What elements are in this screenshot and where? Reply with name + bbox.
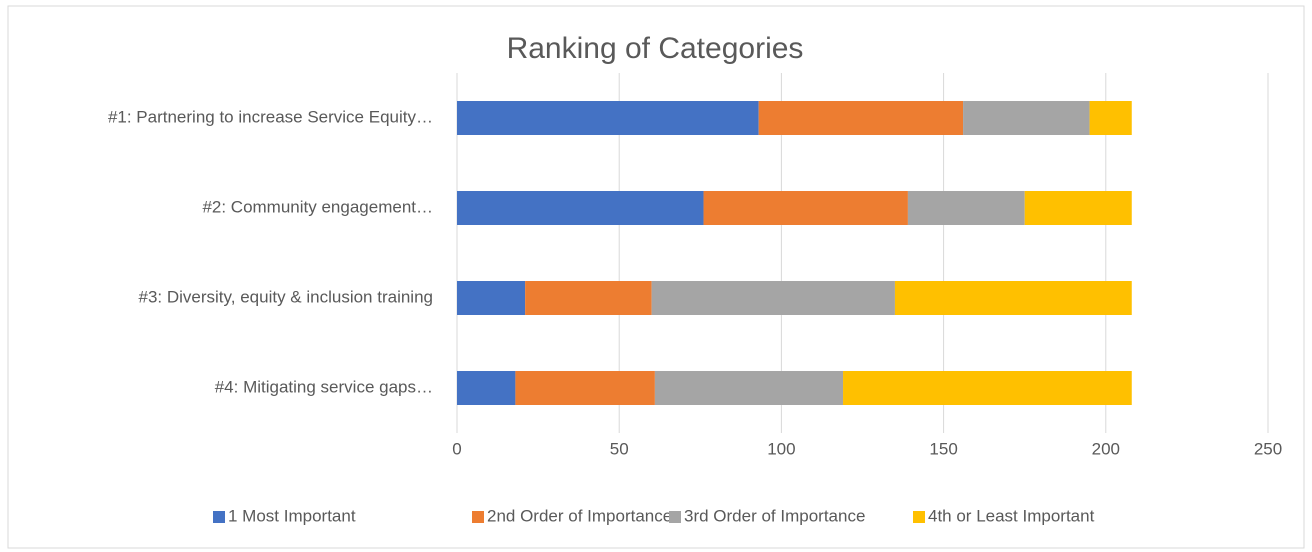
- bar-segment: [894, 281, 1132, 315]
- y-tick-label: #3: Diversity, equity & inclusion traini…: [139, 287, 434, 306]
- bar-segment: [457, 281, 526, 315]
- bar-segment: [1024, 191, 1132, 225]
- legend-label: 1 Most Important: [228, 506, 356, 525]
- legend-swatch: [472, 511, 484, 523]
- x-tick-label: 250: [1254, 439, 1282, 458]
- chart-title: Ranking of Categories: [507, 32, 804, 65]
- legend-label: 3rd Order of Importance: [684, 506, 865, 525]
- bar-segment: [703, 191, 908, 225]
- legend-swatch: [213, 511, 225, 523]
- x-tick-label: 200: [1092, 439, 1120, 458]
- x-tick-label: 100: [767, 439, 795, 458]
- bar-segment: [525, 281, 652, 315]
- x-tick-label: 0: [452, 439, 461, 458]
- bar-segment: [457, 371, 516, 405]
- bar-segment: [651, 281, 895, 315]
- bar-segment: [457, 191, 704, 225]
- bar-segment: [515, 371, 655, 405]
- y-tick-label: #4: Mitigating service gaps…: [215, 377, 433, 396]
- x-tick-label: 150: [929, 439, 957, 458]
- bar-segment: [963, 101, 1090, 135]
- legend-label: 4th or Least Important: [928, 506, 1095, 525]
- legend-swatch: [913, 511, 925, 523]
- bar-segment: [457, 101, 759, 135]
- legend-label: 2nd Order of Importance: [487, 506, 672, 525]
- bar-segment: [843, 371, 1132, 405]
- y-tick-label: #1: Partnering to increase Service Equit…: [108, 107, 433, 126]
- bar-segment: [758, 101, 964, 135]
- legend-swatch: [669, 511, 681, 523]
- chart-border: [7, 5, 1305, 549]
- bar-segment: [1089, 101, 1132, 135]
- bar-segment: [907, 191, 1025, 225]
- x-tick-label: 50: [610, 439, 629, 458]
- y-tick-label: #2: Community engagement…: [202, 197, 433, 216]
- bar-segment: [654, 371, 844, 405]
